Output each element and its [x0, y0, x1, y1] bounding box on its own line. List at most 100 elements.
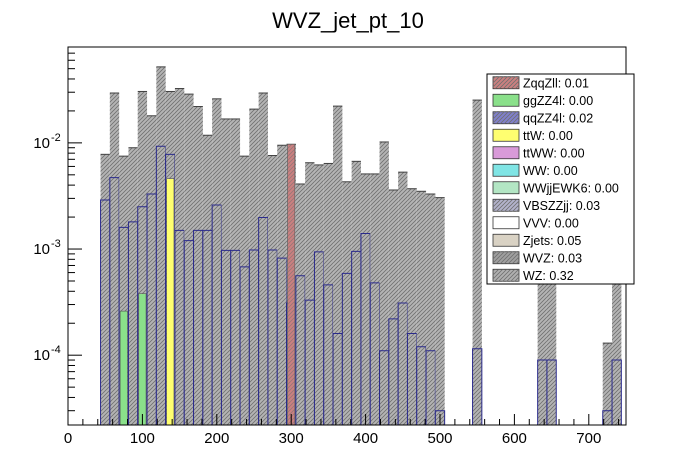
legend-entry: WVZ: 0.03	[492, 251, 582, 265]
wz-bar-hatch	[128, 147, 138, 425]
histogram-bin	[351, 160, 362, 425]
histogram-bin	[267, 155, 278, 426]
wz-bar-hatch	[388, 189, 399, 425]
legend-label: WZ: 0.32	[523, 269, 574, 283]
histogram-bin	[174, 88, 185, 425]
y-tick-exponent: -3	[51, 238, 61, 250]
y-axis: 10-410-310-2	[33, 46, 82, 412]
wz-bar-hatch	[407, 188, 417, 425]
wz-bar-hatch	[342, 181, 352, 425]
qqzz4l-outline	[611, 359, 622, 425]
wz-bar-hatch	[333, 106, 343, 425]
legend-label: VVV: 0.00	[523, 216, 579, 230]
x-tick-label: 200	[204, 430, 229, 447]
x-tick-label: 600	[502, 430, 527, 447]
legend-label: WW: 0.00	[523, 164, 578, 178]
wz-bar-hatch	[202, 135, 213, 425]
legend-swatch-hatch	[493, 76, 519, 89]
wz-bar-hatch	[379, 141, 389, 425]
wz-bar-hatch	[184, 94, 194, 425]
legend-swatch-hatch	[493, 199, 519, 212]
wz-bar-hatch	[314, 164, 324, 425]
histogram-bin	[397, 171, 408, 425]
legend-entry: WW: 0.00	[492, 163, 578, 178]
y-tick-label: 10	[33, 241, 50, 258]
legend-label: ZqqZll: 0.01	[523, 76, 589, 90]
wz-bar-hatch	[426, 193, 436, 425]
histogram-bin	[602, 342, 613, 425]
y-tick-exponent: -2	[51, 132, 61, 144]
wz-bar-hatch	[277, 145, 287, 425]
y-tick-label: 10	[33, 347, 50, 364]
x-tick-label: 100	[130, 430, 155, 447]
wz-bar-hatch	[193, 106, 203, 425]
legend-label: ggZZ4l: 0.00	[523, 94, 593, 108]
legend-entry: qqZZ4l: 0.02	[492, 111, 593, 125]
x-tick-label: 0	[64, 430, 72, 447]
histogram-bin	[248, 108, 260, 425]
wz-bar-hatch	[137, 91, 148, 425]
histogram-bin	[313, 164, 325, 425]
histogram-bin	[406, 188, 418, 425]
histogram-bin	[155, 66, 167, 426]
legend-label: ttWW: 0.00	[523, 146, 585, 160]
histogram-bin	[165, 90, 176, 426]
histogram-bin	[425, 193, 436, 425]
x-tick-label: 400	[353, 430, 378, 447]
wz-bar-hatch	[100, 154, 110, 425]
qqzz4l-outline	[472, 348, 483, 425]
histogram-bin	[388, 189, 399, 425]
histogram-bin	[211, 98, 222, 425]
x-tick-label: 500	[427, 430, 452, 447]
wz-bar-hatch	[305, 162, 315, 425]
legend-swatch	[492, 128, 520, 142]
histogram-bin	[332, 105, 343, 425]
histogram-bin	[258, 92, 269, 426]
histogram-bin	[472, 99, 483, 426]
legend-swatch	[492, 93, 520, 107]
histogram-bin	[286, 143, 297, 426]
histogram-bin	[137, 90, 148, 426]
wz-bar-hatch	[435, 197, 445, 425]
legend-entry: WZ: 0.32	[492, 269, 574, 283]
wz-bar-hatch	[258, 92, 268, 426]
legend-label: ttW: 0.00	[523, 129, 573, 143]
legend-entry: VBSZZjj: 0.03	[492, 199, 600, 213]
histogram-bin	[239, 155, 250, 425]
histogram-bin	[276, 144, 288, 425]
wz-bar-hatch	[360, 173, 371, 425]
histogram-bin	[304, 162, 315, 425]
histogram-bin	[100, 153, 111, 425]
histogram-bin	[220, 118, 232, 425]
legend-entry: ZqqZll: 0.01	[492, 76, 589, 90]
chart-title: WVZ_jet_pt_10	[272, 8, 424, 33]
histogram-bin	[379, 141, 390, 425]
legend-entry: Zjets: 0.05	[492, 233, 581, 248]
legend-swatch	[492, 181, 520, 195]
x-tick-label: 300	[279, 430, 304, 447]
histogram-bin	[369, 173, 381, 425]
wz-bar-hatch	[174, 88, 185, 425]
legend-label: Zjets: 0.05	[523, 234, 581, 248]
legend-box	[486, 73, 635, 285]
legend-entry: VVV: 0.00	[492, 216, 579, 230]
wz-bar-hatch	[119, 156, 129, 425]
ggzz4l-bar	[138, 293, 147, 426]
legend-label: WVZ: 0.03	[523, 251, 582, 265]
legend-swatch	[492, 163, 520, 177]
wz-bar-hatch	[295, 183, 306, 425]
legend-entry: WWjjEWK6: 0.00	[492, 181, 619, 195]
legend-swatch	[492, 233, 520, 247]
x-tick-label: 700	[576, 430, 601, 447]
histogram-bin	[360, 173, 371, 425]
legend-swatch	[492, 216, 520, 230]
wz-bar-hatch	[249, 109, 259, 425]
ttw-bar	[166, 178, 175, 426]
wz-bar-hatch	[230, 118, 241, 425]
histogram-bin	[146, 115, 157, 426]
wz-bar-hatch	[398, 172, 408, 425]
histogram-bin	[202, 134, 213, 425]
legend-swatch	[492, 146, 520, 160]
wz-bar-hatch	[472, 100, 482, 426]
legend-swatch-hatch	[493, 111, 519, 124]
